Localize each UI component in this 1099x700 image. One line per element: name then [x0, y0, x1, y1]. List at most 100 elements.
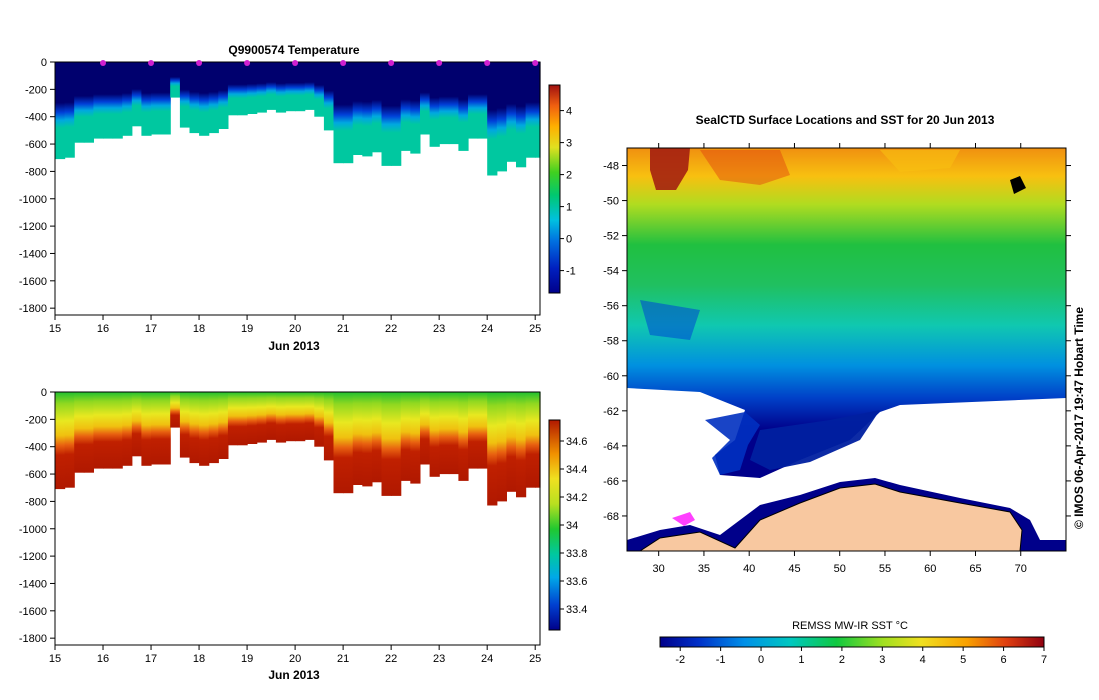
y-tick-label: -600	[25, 139, 47, 151]
profile-column	[199, 392, 210, 466]
sst-colorbar-tick-label: 6	[1001, 654, 1007, 666]
profile-column	[64, 62, 75, 158]
surface-marker	[244, 60, 251, 66]
surface-marker	[532, 60, 539, 66]
y-tick-label: -1600	[19, 606, 47, 618]
colorbar-tick-label: 33.4	[566, 604, 587, 616]
map-latitude-axis: -48 -50 -52 -54 -56 -58 -60 -62 -64 -66 -68	[603, 161, 1071, 523]
lat-tick-label: -64	[603, 441, 619, 453]
y-tick-label: -600	[25, 469, 47, 481]
profile-column	[410, 62, 421, 154]
profile-column	[122, 392, 133, 466]
lon-tick-label: 60	[924, 563, 936, 575]
salinity-y-axis: 0 -200 -400 -600 -800 -1000 -1200 -1400 -1600 -18…	[19, 387, 55, 645]
x-tick-label: 21	[337, 653, 349, 665]
profile-column	[131, 62, 142, 127]
profile-column	[151, 392, 162, 465]
lon-tick-label: 35	[698, 563, 710, 575]
cold-patch	[640, 300, 700, 340]
y-tick-label: 0	[41, 387, 47, 399]
x-tick-label: 19	[241, 323, 253, 335]
profile-column	[381, 392, 392, 496]
profile-column	[391, 62, 402, 166]
salinity-x-axis: 15 16 17 18 19 20 21 22 23 24 25	[49, 645, 541, 665]
profile-column	[218, 392, 229, 459]
sst-colorbar-ticks: -2 -1 0 1 2 3 4 5 6 7	[675, 647, 1047, 666]
x-tick-label: 15	[49, 323, 61, 335]
profile-column	[122, 62, 133, 136]
profile-column	[93, 62, 104, 139]
x-tick-label: 23	[433, 653, 445, 665]
profile-column	[371, 62, 383, 153]
profile-column	[496, 62, 507, 172]
warm-patch-2	[880, 150, 960, 172]
y-tick-label: -1000	[19, 194, 47, 206]
x-tick-label: 15	[49, 653, 61, 665]
salinity-colorbar-ticks: 33.4 33.6 33.8 34 34.2 34.4 34.6	[560, 436, 587, 616]
colorbar-tick-label: 2	[566, 170, 572, 182]
profile-column	[112, 392, 123, 469]
profile-column	[199, 62, 210, 136]
profile-column	[535, 392, 541, 488]
profile-column	[362, 62, 373, 157]
profile-column	[218, 62, 229, 129]
lon-tick-label: 55	[879, 563, 891, 575]
profile-column	[237, 392, 248, 446]
y-tick-label: -400	[25, 442, 47, 454]
profile-column	[160, 62, 171, 135]
profile-column	[103, 62, 114, 139]
profile-column	[535, 62, 541, 158]
profile-column	[227, 392, 239, 446]
sst-colorbar-tick-label: 0	[758, 654, 764, 666]
x-tick-label: 22	[385, 323, 397, 335]
profile-column	[400, 392, 411, 481]
profile-column	[333, 62, 344, 164]
y-tick-label: -200	[25, 414, 47, 426]
colorbar-tick-label: 0	[566, 234, 572, 246]
profile-column	[55, 62, 66, 160]
profile-column	[179, 392, 191, 458]
profile-column	[83, 392, 94, 473]
profile-column	[477, 62, 488, 139]
profile-column	[266, 392, 277, 440]
profile-column	[170, 392, 181, 428]
profile-column	[429, 62, 440, 147]
profile-column	[55, 392, 66, 490]
profile-column	[448, 392, 459, 475]
lon-tick-label: 70	[1015, 563, 1027, 575]
profile-column	[343, 392, 354, 494]
salinity-field	[55, 392, 541, 506]
profile-markers	[100, 60, 539, 66]
colorbar-tick-label: 34.4	[566, 464, 587, 476]
lon-tick-label: 65	[969, 563, 981, 575]
profile-column	[343, 62, 354, 164]
y-tick-label: -400	[25, 112, 47, 124]
profile-column	[64, 392, 75, 488]
profile-column	[314, 392, 325, 447]
x-tick-label: 25	[529, 653, 541, 665]
profile-column	[189, 62, 200, 134]
lat-tick-label: -54	[603, 266, 619, 278]
lat-tick-label: -58	[603, 336, 619, 348]
antarctica-land	[639, 483, 1023, 551]
cold-shelf-water	[750, 410, 880, 470]
colorbar-tick-label: 4	[566, 106, 572, 118]
surface-marker	[484, 60, 491, 66]
profile-column	[420, 62, 431, 135]
profile-column	[439, 392, 450, 475]
lat-tick-label: -50	[603, 196, 619, 208]
profile-column	[506, 392, 517, 492]
profile-column	[189, 392, 200, 464]
lat-tick-label: -62	[603, 406, 619, 418]
surface-marker	[340, 60, 347, 66]
lat-tick-label: -56	[603, 301, 619, 313]
profile-column	[516, 62, 527, 168]
x-tick-label: 25	[529, 323, 541, 335]
temperature-panel: Q9900574 Temperature 0 -200 -400 -600 -800 -1…	[19, 43, 576, 353]
sst-colorbar-tick-label: 5	[960, 654, 966, 666]
profile-column	[266, 62, 277, 110]
profile-column	[275, 62, 287, 113]
warm-eddy	[650, 148, 690, 190]
profile-column	[131, 392, 142, 457]
